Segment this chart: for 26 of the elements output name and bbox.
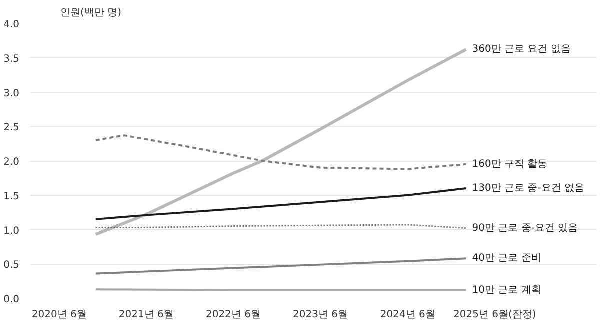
x-tick-label: 2021년 6월 — [118, 310, 174, 320]
x-tick-label: 2025년 6월(잠정) — [453, 310, 536, 320]
y-tick-label: 0.5 — [4, 260, 20, 272]
y-tick-label: 2.0 — [4, 157, 20, 168]
series-label: 10만 근로 계획 — [472, 284, 542, 296]
line-series — [94, 48, 468, 236]
y-tick-label: 0.0 — [4, 294, 20, 306]
series-label: 130만 근로 중-요건 없음 — [472, 183, 585, 194]
line-series — [94, 134, 468, 170]
y-tick-label: 3.5 — [4, 54, 20, 65]
y-tick-label: 1.0 — [4, 226, 20, 237]
x-tick-label: 2023년 6월 — [293, 310, 348, 320]
series-label: 40만 근로 준비 — [472, 253, 542, 264]
line-series — [94, 258, 468, 275]
series-label: 360만 근로 요건 없음 — [472, 44, 571, 56]
y-axis-title: 인원(백만 명) — [60, 8, 122, 18]
y-tick-label: 1.5 — [4, 191, 20, 202]
x-tick-label: 2020년 6월 — [32, 310, 87, 320]
series-label: 160만 구직 활동 — [472, 158, 548, 170]
x-tick-label: 2022년 6월 — [206, 310, 261, 320]
y-tick-label: 4.0 — [4, 20, 20, 30]
y-tick-label: 3.0 — [4, 88, 20, 100]
series-label: 90만 근로 중-요건 있음 — [472, 222, 578, 234]
line-series — [94, 188, 468, 220]
y-tick-label: 2.5 — [4, 122, 20, 134]
x-tick-label: 2024년 6월 — [380, 310, 436, 320]
